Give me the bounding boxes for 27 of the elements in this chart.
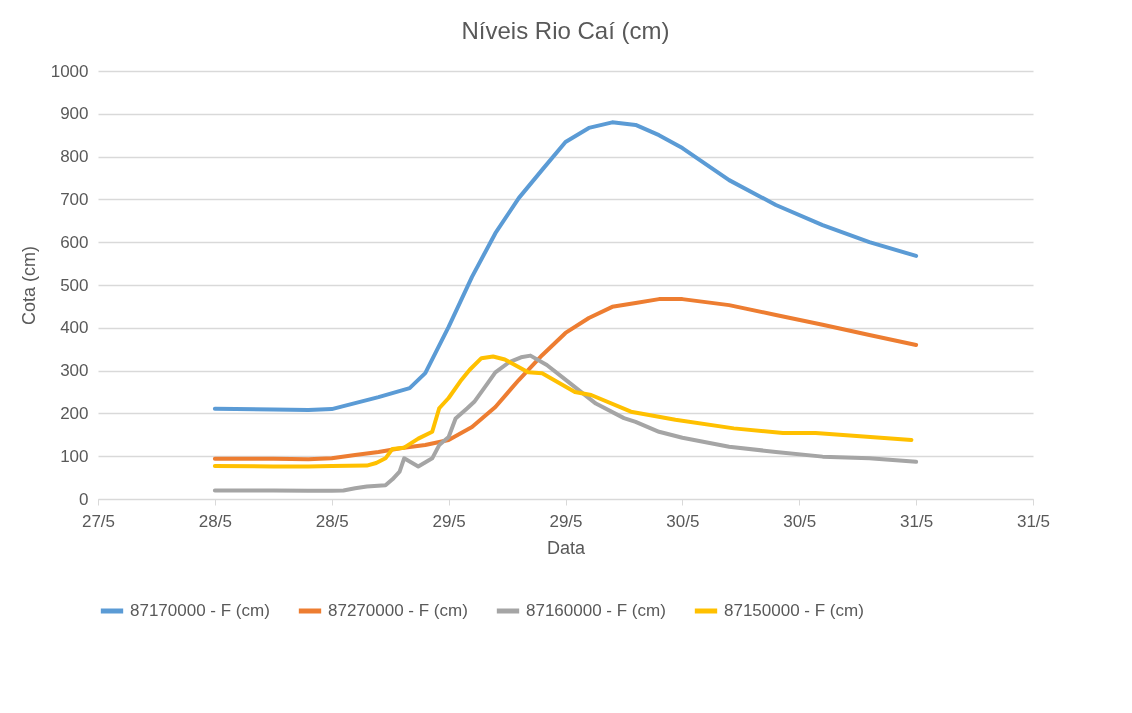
- chart-title: Níveis Rio Caí (cm): [461, 17, 670, 44]
- y-tick-label: 1000: [50, 61, 89, 81]
- y-tick-label: 0: [79, 489, 89, 509]
- y-tick-label: 600: [60, 232, 89, 252]
- y-tick-label: 500: [60, 275, 89, 295]
- y-tick-label: 200: [60, 403, 89, 423]
- y-tick-label: 900: [60, 104, 89, 124]
- x-tick-label: 28/5: [315, 511, 349, 531]
- x-axis-title: Data: [546, 537, 586, 558]
- x-tick-label: 28/5: [198, 511, 232, 531]
- legend-label: 87270000 - F (cm): [328, 601, 468, 620]
- legend-label: 87160000 - F (cm): [526, 601, 666, 620]
- y-tick-label: 400: [60, 318, 89, 338]
- y-axis-title: Cota (cm): [18, 245, 39, 326]
- y-tick-label: 800: [60, 147, 89, 167]
- y-tick-label: 100: [60, 446, 89, 466]
- x-tick-label: 30/5: [783, 511, 817, 531]
- x-tick-label: 31/5: [1016, 511, 1051, 531]
- x-tick-label: 29/5: [549, 511, 583, 531]
- x-tick-label: 27/5: [81, 511, 116, 531]
- x-tick-label: 31/5: [900, 511, 934, 531]
- y-tick-label: 300: [60, 361, 89, 381]
- legend-label: 87150000 - F (cm): [724, 601, 864, 620]
- x-tick-label: 30/5: [666, 511, 700, 531]
- legend-label: 87170000 - F (cm): [130, 601, 270, 620]
- x-tick-label: 29/5: [432, 511, 466, 531]
- y-tick-label: 700: [60, 189, 89, 209]
